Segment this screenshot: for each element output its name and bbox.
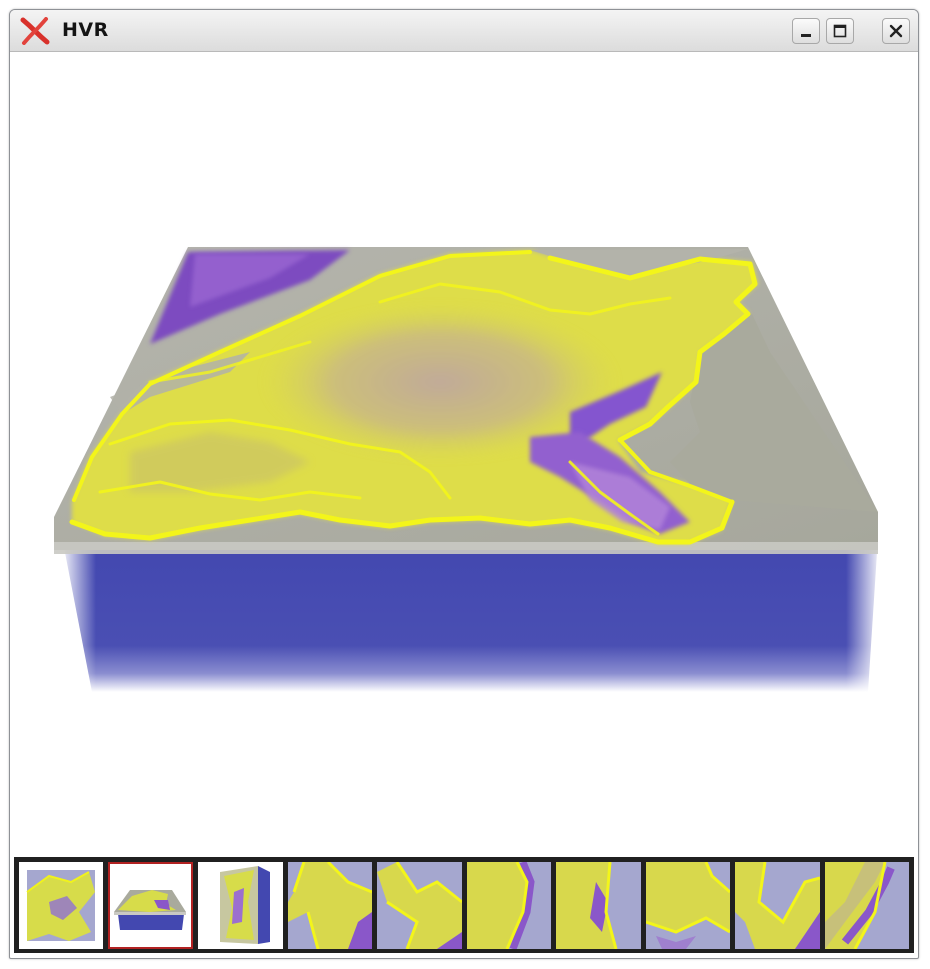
- close-icon: [889, 24, 903, 38]
- maximize-button[interactable]: [826, 18, 854, 44]
- maximize-icon: [833, 24, 847, 38]
- volume-render[interactable]: [10, 52, 919, 856]
- thumbnail-slice-6-image: [735, 862, 820, 949]
- thumbnail-oblique-view[interactable]: [108, 862, 193, 949]
- thumbnail-slice-6[interactable]: [735, 862, 820, 949]
- thumbnail-slice-3[interactable]: [467, 862, 551, 949]
- window-title: HVR: [62, 19, 109, 41]
- thumbnail-slice-7-image: [825, 862, 909, 949]
- x-logo-icon: [20, 17, 50, 45]
- title-bar[interactable]: HVR: [10, 10, 918, 52]
- thumbnail-oblique-view-image: [114, 890, 186, 930]
- thumbnail-slice-1[interactable]: [288, 862, 372, 949]
- thumbnail-slice-2-image: [377, 862, 462, 949]
- thumbnail-top-view[interactable]: [19, 862, 103, 949]
- thumbnail-top-view-image: [26, 870, 95, 941]
- thumbnail-slice-7[interactable]: [825, 862, 909, 949]
- thumbnail-slice-4-image: [556, 862, 641, 949]
- render-viewport[interactable]: [10, 52, 918, 856]
- thumbnail-slice-5-image: [646, 862, 730, 949]
- thumbnail-slice-2[interactable]: [377, 862, 462, 949]
- minimize-icon: [801, 34, 811, 37]
- close-button[interactable]: [882, 18, 910, 44]
- thumbnail-slice-3-image: [467, 862, 551, 949]
- minimize-button[interactable]: [792, 18, 820, 44]
- hvr-window: HVR: [9, 9, 919, 959]
- thumbnail-strip: [14, 857, 914, 953]
- thumbnail-slice-1-image: [288, 862, 372, 949]
- thumbnail-slice-5[interactable]: [646, 862, 730, 949]
- thumbnail-side-view-image: [220, 866, 270, 944]
- thumbnail-slice-4[interactable]: [556, 862, 641, 949]
- thumbnail-side-view[interactable]: [198, 862, 283, 949]
